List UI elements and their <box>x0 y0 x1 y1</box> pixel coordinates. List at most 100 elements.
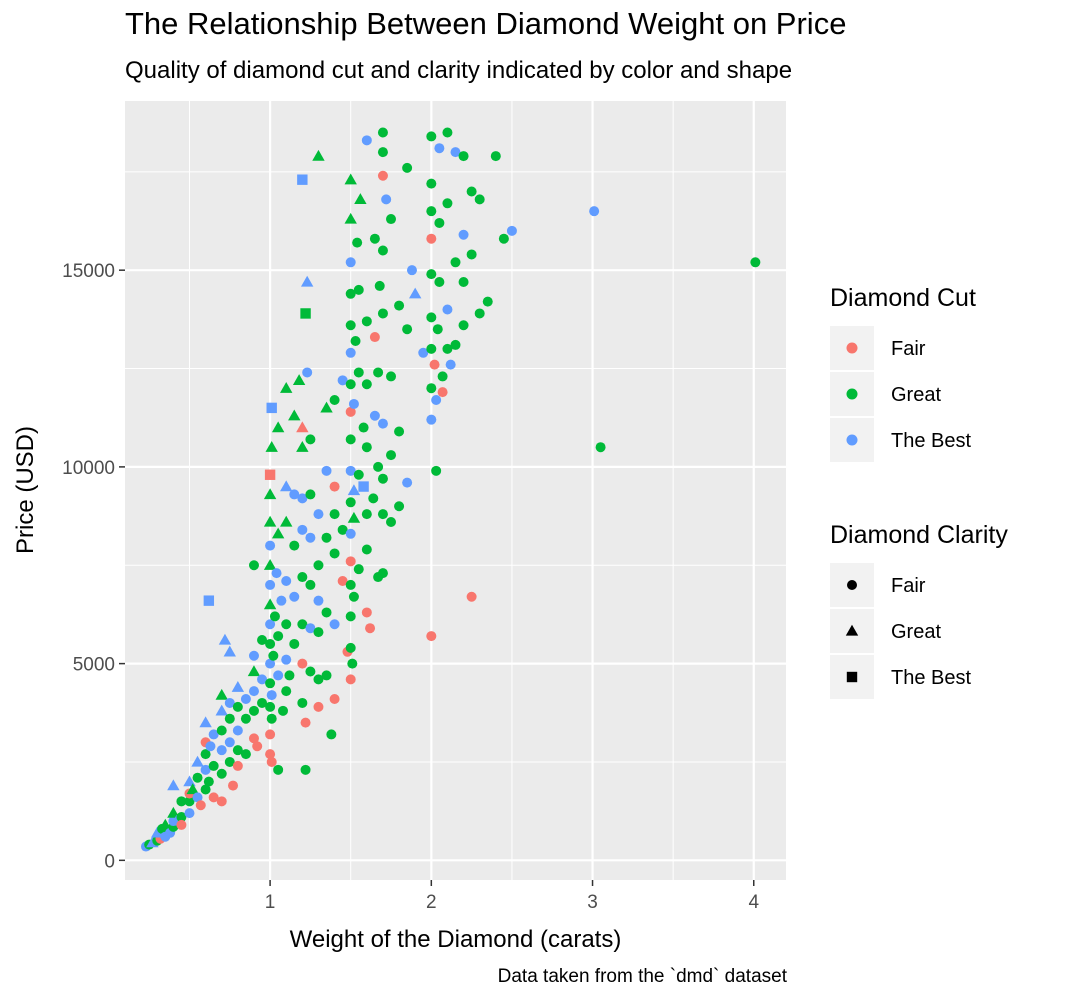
data-point-triangle <box>199 716 212 728</box>
data-point-circle <box>200 764 211 775</box>
data-point-circle <box>437 371 448 382</box>
legend-key-square <box>846 671 858 683</box>
data-point-circle <box>313 627 324 638</box>
data-point-circle <box>326 729 337 740</box>
data-point-circle <box>289 489 300 500</box>
data-point-circle <box>329 548 340 559</box>
data-point-square <box>266 402 277 414</box>
data-point-circle <box>297 697 308 708</box>
data-point-circle <box>394 426 405 437</box>
data-point-circle <box>345 406 356 417</box>
legend-label: Great <box>891 621 941 643</box>
data-point-circle <box>345 347 356 358</box>
data-point-circle <box>386 371 397 382</box>
data-point-circle <box>305 532 316 543</box>
data-point-circle <box>431 395 442 406</box>
data-point-triangle <box>186 783 199 795</box>
data-point-circle <box>353 284 364 295</box>
data-point-circle <box>373 461 384 472</box>
data-point-circle <box>482 296 493 307</box>
data-point-circle <box>273 631 284 642</box>
data-point-circle <box>345 257 356 268</box>
legends: Diamond Cut Fair Great The Best Diamond Clar… <box>830 284 1008 699</box>
data-point-circle <box>361 135 372 146</box>
data-point-circle <box>345 642 356 653</box>
data-point-triangle <box>354 193 367 205</box>
data-point-circle <box>431 465 442 476</box>
data-point-circle <box>265 729 276 740</box>
data-point-triangle <box>300 275 314 287</box>
data-point-circle <box>377 308 388 319</box>
data-point-circle <box>361 607 372 618</box>
data-point-circle <box>377 509 388 520</box>
data-point-circle <box>373 367 384 378</box>
y-tick-label: 5000 <box>73 655 115 676</box>
data-point-circle <box>369 332 380 343</box>
data-point-circle <box>426 312 437 323</box>
data-point-circle <box>284 670 295 681</box>
legend-label: Great <box>891 384 941 406</box>
data-point-circle <box>434 276 445 287</box>
data-point-circle <box>426 343 437 354</box>
data-point-circle <box>345 320 356 331</box>
data-point-circle <box>224 713 235 724</box>
data-point-circle <box>269 611 280 622</box>
data-point-circle <box>426 383 437 394</box>
data-point-circle <box>248 705 259 716</box>
data-point-circle <box>321 532 332 543</box>
data-point-circle <box>345 674 356 685</box>
data-point-triangle <box>292 374 306 385</box>
data-point-circle <box>321 670 332 681</box>
data-point-triangle <box>223 645 236 657</box>
data-point-circle <box>426 631 437 642</box>
plot-background <box>125 101 786 880</box>
data-point-circle <box>297 572 308 583</box>
data-point-circle <box>268 650 279 661</box>
data-point-circle <box>466 591 477 602</box>
data-point-circle <box>750 257 761 268</box>
data-point-circle <box>426 178 437 189</box>
data-point-circle <box>289 591 300 602</box>
data-point-circle <box>386 214 397 225</box>
data-point-circle <box>257 697 268 708</box>
data-point-triangle <box>263 515 277 527</box>
data-point-circle <box>281 619 292 630</box>
data-point-circle <box>200 749 211 760</box>
data-point-circle <box>361 509 372 520</box>
data-point-circle <box>248 733 259 744</box>
data-point-circle <box>450 257 461 268</box>
data-point-circle <box>377 127 388 138</box>
data-point-circle <box>273 764 284 775</box>
chart-caption: Data taken from the `dmd` dataset <box>497 966 787 987</box>
data-point-square <box>264 469 276 480</box>
data-point-circle <box>466 249 477 260</box>
data-point-circle <box>442 304 453 315</box>
data-point-circle <box>208 792 219 803</box>
legend-title: Diamond Clarity <box>830 521 1008 549</box>
data-point-triangle <box>280 382 293 393</box>
data-point-triangle <box>263 598 277 610</box>
data-point-triangle <box>347 511 361 523</box>
x-tick-label: 2 <box>426 892 437 913</box>
data-point-circle <box>240 749 251 760</box>
data-point-triangle <box>263 488 277 500</box>
data-point-circle <box>345 556 356 567</box>
data-point-circle <box>377 147 388 158</box>
data-point-triangle <box>347 484 361 496</box>
x-axis-title: Weight of the Diamond (carats) <box>290 926 622 953</box>
data-point-circle <box>458 151 469 162</box>
data-point-circle <box>313 701 324 712</box>
data-point-circle <box>313 509 324 520</box>
data-point-triangle <box>167 779 180 791</box>
x-tick-label: 1 <box>265 892 276 913</box>
data-point-circle <box>203 776 214 787</box>
data-point-circle <box>184 796 195 807</box>
legend-key-color-swatch <box>846 388 858 400</box>
data-point-circle <box>266 756 277 767</box>
data-point-circle <box>365 623 376 634</box>
data-point-circle <box>266 690 277 701</box>
data-point-circle <box>498 233 509 244</box>
data-point-circle <box>442 343 453 354</box>
data-point-circle <box>442 198 453 209</box>
